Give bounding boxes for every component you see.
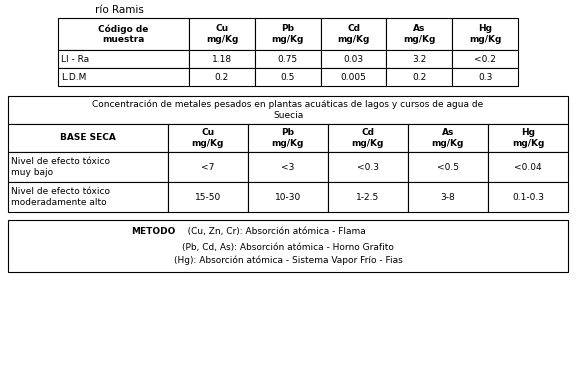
Text: <0.04: <0.04: [514, 163, 542, 171]
Bar: [8, 124, 168, 152]
Bar: [8, 182, 168, 212]
Text: 15-50: 15-50: [195, 192, 221, 201]
Text: 0.005: 0.005: [340, 73, 366, 81]
Text: 0.2: 0.2: [215, 73, 229, 81]
Text: Ll - Ra: Ll - Ra: [61, 54, 89, 64]
Text: Código de
muestra: Código de muestra: [98, 24, 149, 44]
Bar: [452, 50, 518, 68]
Bar: [328, 124, 408, 152]
Text: 0.2: 0.2: [412, 73, 426, 81]
Bar: [189, 18, 255, 50]
Text: <0.5: <0.5: [437, 163, 459, 171]
Text: 1.18: 1.18: [212, 54, 232, 64]
Text: Cu
mg/Kg: Cu mg/Kg: [191, 128, 224, 148]
Text: As
mg/Kg: As mg/Kg: [403, 24, 435, 44]
Text: BASE SECA: BASE SECA: [60, 133, 116, 142]
Bar: [58, 50, 189, 68]
Text: 3.2: 3.2: [412, 54, 426, 64]
Bar: [408, 182, 488, 212]
Bar: [248, 124, 328, 152]
Bar: [328, 182, 408, 212]
Bar: [321, 68, 386, 86]
Text: 3-8: 3-8: [441, 192, 455, 201]
Bar: [408, 152, 488, 182]
Text: <0.3: <0.3: [357, 163, 379, 171]
Text: As
mg/Kg: As mg/Kg: [431, 128, 464, 148]
Bar: [328, 152, 408, 182]
Bar: [8, 96, 568, 124]
Bar: [168, 182, 248, 212]
Bar: [8, 152, 168, 182]
Bar: [321, 18, 386, 50]
Text: Cd
mg/Kg: Cd mg/Kg: [351, 128, 384, 148]
Text: Hg
mg/Kg: Hg mg/Kg: [511, 128, 544, 148]
Text: río Ramis: río Ramis: [95, 5, 144, 15]
Text: Nivel de efecto tóxico
moderadamente alto: Nivel de efecto tóxico moderadamente alt…: [11, 187, 110, 207]
Text: Pb
mg/Kg: Pb mg/Kg: [271, 24, 304, 44]
Bar: [488, 124, 568, 152]
Bar: [189, 50, 255, 68]
Bar: [189, 68, 255, 86]
Text: 0.5: 0.5: [281, 73, 295, 81]
Bar: [58, 68, 189, 86]
Text: <3: <3: [281, 163, 294, 171]
Bar: [8, 220, 568, 272]
Text: 1-2.5: 1-2.5: [356, 192, 380, 201]
Text: <7: <7: [201, 163, 214, 171]
Text: Cd
mg/Kg: Cd mg/Kg: [338, 24, 370, 44]
Bar: [168, 124, 248, 152]
Bar: [321, 50, 386, 68]
Text: Pb
mg/Kg: Pb mg/Kg: [271, 128, 304, 148]
Bar: [408, 124, 488, 152]
Text: Nivel de efecto tóxico
muy bajo: Nivel de efecto tóxico muy bajo: [11, 157, 110, 177]
Text: Hg
mg/Kg: Hg mg/Kg: [469, 24, 501, 44]
Bar: [488, 182, 568, 212]
Bar: [452, 68, 518, 86]
Text: 0.75: 0.75: [278, 54, 298, 64]
Text: Cu
mg/Kg: Cu mg/Kg: [206, 24, 238, 44]
Text: METODO: METODO: [132, 227, 176, 236]
Text: <0.2: <0.2: [474, 54, 496, 64]
Bar: [488, 152, 568, 182]
Text: L.D.M: L.D.M: [61, 73, 86, 81]
Text: 0.1-0.3: 0.1-0.3: [512, 192, 544, 201]
Bar: [255, 68, 321, 86]
Bar: [386, 50, 452, 68]
Text: (Cu, Zn, Cr): Absorción atómica - Flama: (Cu, Zn, Cr): Absorción atómica - Flama: [179, 227, 366, 236]
Text: 10-30: 10-30: [275, 192, 301, 201]
Text: Concentración de metales pesados en plantas acuáticas de lagos y cursos de agua : Concentración de metales pesados en plan…: [92, 100, 484, 120]
Bar: [248, 182, 328, 212]
Text: 0.03: 0.03: [343, 54, 363, 64]
Text: (Hg): Absorción atómica - Sistema Vapor Frío - Fias: (Hg): Absorción atómica - Sistema Vapor …: [173, 256, 403, 265]
Text: (Pb, Cd, As): Absorción atómica - Horno Grafito: (Pb, Cd, As): Absorción atómica - Horno …: [182, 242, 394, 251]
Bar: [255, 18, 321, 50]
Bar: [255, 50, 321, 68]
Bar: [386, 68, 452, 86]
Bar: [386, 18, 452, 50]
Bar: [58, 18, 189, 50]
Bar: [168, 152, 248, 182]
Bar: [248, 152, 328, 182]
Bar: [452, 18, 518, 50]
Text: 0.3: 0.3: [478, 73, 492, 81]
